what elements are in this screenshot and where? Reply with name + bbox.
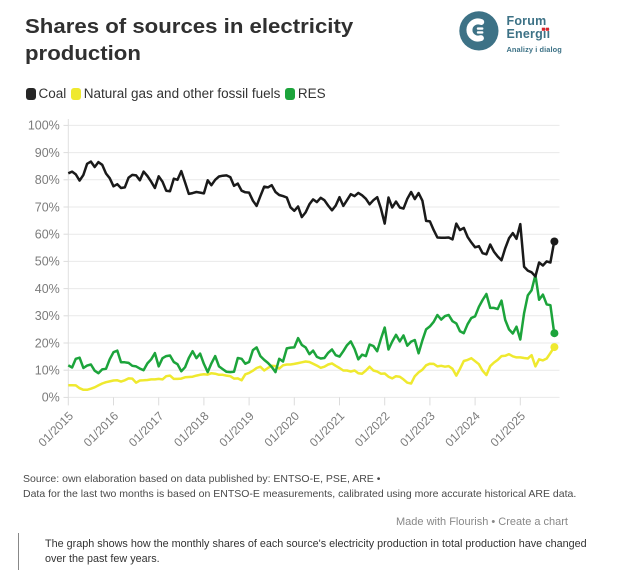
svg-text:01/2021: 01/2021	[307, 409, 348, 450]
svg-text:01/2019: 01/2019	[216, 409, 257, 450]
svg-text:0%: 0%	[42, 391, 60, 405]
svg-text:01/2024: 01/2024	[442, 409, 483, 450]
svg-text:Energii: Energii	[507, 27, 551, 41]
svg-text:01/2020: 01/2020	[261, 409, 302, 450]
svg-text:20%: 20%	[35, 336, 60, 350]
svg-text:10%: 10%	[35, 364, 60, 378]
svg-text:01/2016: 01/2016	[81, 409, 122, 450]
svg-text:01/2022: 01/2022	[352, 409, 393, 450]
svg-text:60%: 60%	[35, 228, 60, 242]
svg-text:01/2017: 01/2017	[126, 409, 167, 450]
svg-text:01/2015: 01/2015	[35, 409, 76, 450]
svg-text:90%: 90%	[35, 146, 60, 160]
svg-text:Analizy i dialog: Analizy i dialog	[507, 45, 563, 54]
svg-text:40%: 40%	[35, 282, 60, 296]
svg-text:30%: 30%	[35, 309, 60, 323]
svg-text:80%: 80%	[35, 173, 60, 187]
svg-text:70%: 70%	[35, 200, 60, 214]
svg-text:01/2023: 01/2023	[397, 409, 438, 450]
svg-text:100%: 100%	[28, 119, 60, 133]
svg-text:50%: 50%	[35, 255, 60, 269]
svg-text:Forum: Forum	[507, 14, 547, 28]
svg-text:01/2025: 01/2025	[487, 409, 528, 450]
svg-text:01/2018: 01/2018	[171, 409, 212, 450]
